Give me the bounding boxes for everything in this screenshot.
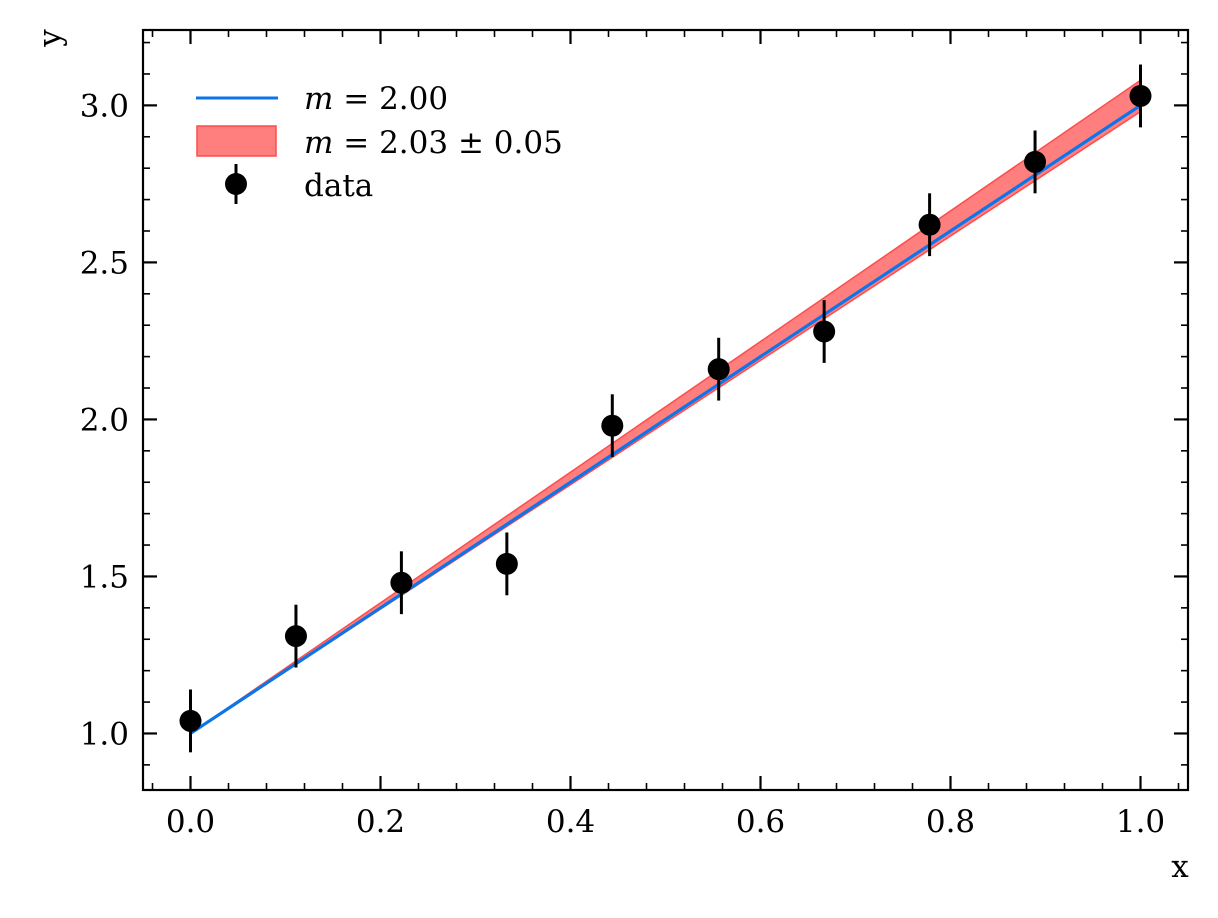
x-tick-label: 0.4 bbox=[546, 804, 595, 840]
legend-marker-swatch bbox=[225, 173, 247, 195]
y-tick-label: 1.5 bbox=[80, 559, 129, 595]
data-point bbox=[707, 358, 730, 381]
x-tick-label: 0.8 bbox=[926, 804, 975, 840]
data-point bbox=[918, 213, 941, 236]
x-tick-label: 0.6 bbox=[736, 804, 785, 840]
y-tick-label: 3.0 bbox=[80, 88, 129, 124]
data-point bbox=[284, 625, 307, 648]
data-point bbox=[601, 414, 624, 437]
y-tick-label: 1.0 bbox=[80, 716, 129, 752]
data-point bbox=[390, 571, 413, 594]
ticks-layer bbox=[143, 30, 1188, 790]
data-point bbox=[1024, 150, 1047, 173]
legend: m = 2.00 m = 2.03 ± 0.05 data bbox=[196, 81, 563, 204]
x-tick-label: 1.0 bbox=[1116, 804, 1165, 840]
legend-label-line: m = 2.00 bbox=[304, 81, 448, 117]
legend-label-data: data bbox=[304, 168, 373, 204]
data-point bbox=[495, 552, 518, 575]
x-tick-label: 0.0 bbox=[166, 804, 215, 840]
x-tick-label: 0.2 bbox=[356, 804, 405, 840]
tick-labels-layer: 0.0 0.2 0.4 0.6 0.8 1.0 1.0 1.5 2.0 2.5 3.0 bbox=[80, 88, 1165, 840]
fit-line-layer bbox=[189, 104, 1142, 735]
x-axis-label: x bbox=[1171, 849, 1189, 885]
data-point bbox=[1129, 84, 1152, 107]
y-axis-label: y bbox=[32, 29, 68, 48]
legend-label-band: m = 2.03 ± 0.05 bbox=[304, 125, 563, 161]
plot-frame bbox=[141, 28, 1190, 792]
data-point bbox=[813, 320, 836, 343]
y-tick-label: 2.5 bbox=[80, 245, 129, 281]
data-points-layer bbox=[179, 64, 1152, 753]
y-tick-label: 2.0 bbox=[80, 402, 129, 438]
legend-band-swatch bbox=[196, 125, 277, 157]
fit-line bbox=[189, 104, 1142, 735]
data-point bbox=[179, 709, 202, 732]
